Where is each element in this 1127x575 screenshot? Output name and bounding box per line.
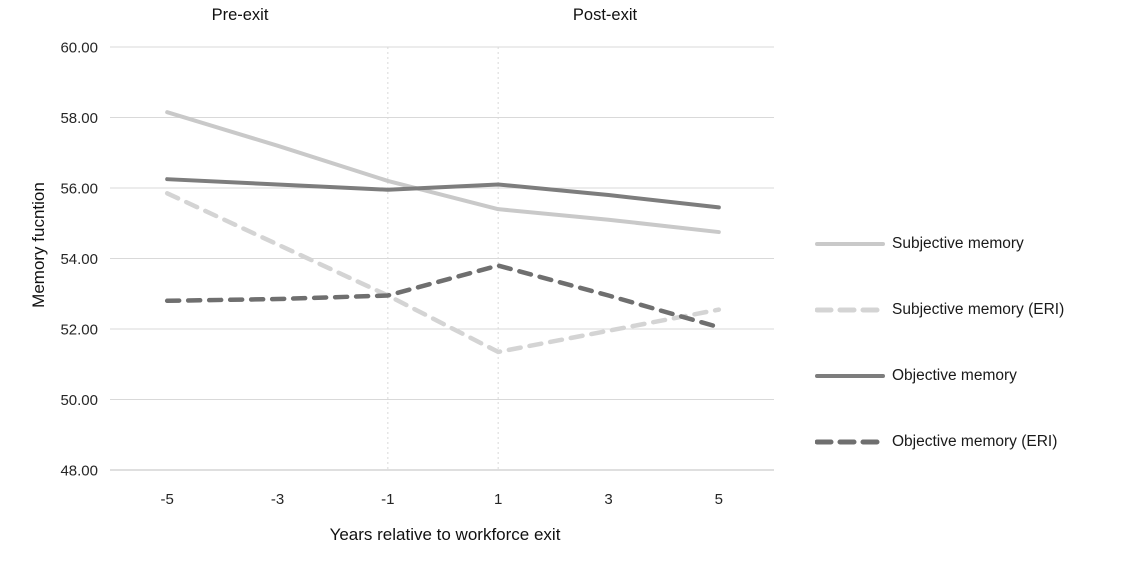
y-tick-label: 54.00	[60, 251, 98, 268]
legend-swatch-objective-memory-eri	[815, 439, 885, 445]
pre-exit-annotation: Pre-exit	[211, 6, 269, 24]
series-line-subjective-memory-eri	[164, 191, 722, 355]
y-tick-label: 50.00	[60, 392, 98, 409]
legend-swatch-subjective-memory-eri	[815, 307, 885, 313]
x-tick-label: 3	[604, 491, 612, 508]
x-tick-label: -5	[160, 491, 173, 508]
legend-swatch-objective-memory	[815, 374, 885, 378]
y-tick-label: 56.00	[60, 180, 98, 197]
x-axis-title: Years relative to workforce exit	[329, 525, 561, 544]
legend-swatch-subjective-memory	[815, 242, 885, 246]
y-tick-label: 48.00	[60, 462, 98, 479]
y-tick-label: 52.00	[60, 321, 98, 338]
y-tick-label: 58.00	[60, 110, 98, 127]
legend-item-subjective-memory-eri: Subjective memory (ERI)	[815, 277, 1064, 343]
legend-item-objective-memory: Objective memory	[815, 343, 1064, 409]
x-tick-label: -3	[271, 491, 284, 508]
y-tick-label: 60.00	[60, 39, 98, 56]
x-tick-label: -1	[381, 491, 394, 508]
post-exit-annotation: Post-exit	[572, 6, 638, 24]
legend-label: Subjective memory	[892, 235, 1024, 252]
legend-label: Subjective memory (ERI)	[892, 301, 1065, 318]
legend-label: Objective memory (ERI)	[892, 433, 1058, 450]
legend: Subjective memory Subjective memory (ERI…	[815, 211, 1064, 475]
series-line-objective-memory-eri	[164, 263, 722, 330]
series-line-objective-memory	[165, 177, 721, 210]
legend-item-subjective-memory: Subjective memory	[815, 211, 1064, 277]
series-line-subjective-memory	[165, 110, 721, 235]
x-tick-label: 5	[715, 491, 723, 508]
x-tick-label: 1	[494, 491, 502, 508]
legend-item-objective-memory-eri: Objective memory (ERI)	[815, 409, 1064, 475]
legend-label: Objective memory	[892, 367, 1017, 384]
y-axis-title: Memory fucntion	[29, 182, 48, 308]
